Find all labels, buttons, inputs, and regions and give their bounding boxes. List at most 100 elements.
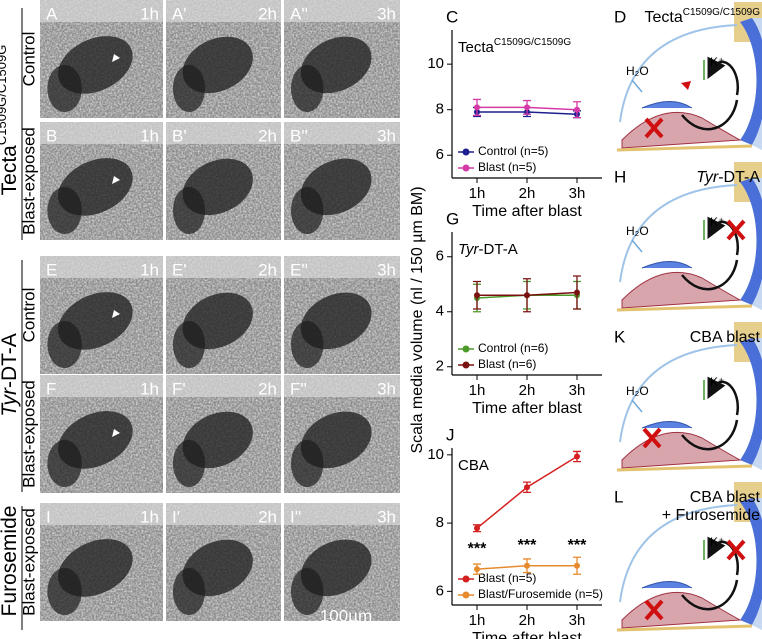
panel-top — [40, 122, 163, 144]
legend-marker — [462, 148, 470, 156]
water-label: H₂O — [626, 64, 649, 78]
panel-label: I' — [172, 507, 180, 526]
arrowhead — [112, 54, 120, 62]
panel-top — [166, 256, 281, 278]
organ-of-corti — [621, 111, 742, 149]
text-part: Tecta — [458, 39, 495, 56]
image-panel: B 1h — [40, 122, 163, 240]
basilar — [616, 304, 753, 312]
dark-region — [290, 439, 324, 488]
k-cycle — [681, 382, 740, 451]
panel-time: 1h — [140, 4, 159, 23]
legend-label: Control (n=5) — [478, 144, 548, 158]
panel-top — [166, 122, 281, 144]
panel-top — [284, 0, 400, 22]
image-panel: A' 2h — [166, 0, 281, 118]
red-arrowhead — [681, 81, 691, 90]
dark-region — [290, 567, 324, 616]
text-part: CBA — [458, 457, 489, 474]
panel-top — [40, 375, 163, 397]
image-panel: E 1h — [40, 256, 163, 374]
organ-of-corti — [621, 591, 742, 629]
text-part: Tyr — [0, 387, 21, 417]
image-panel: A 1h — [40, 0, 163, 118]
legend-marker — [462, 345, 470, 353]
significance: *** — [468, 540, 487, 557]
basilar — [616, 624, 753, 632]
panel-label: I — [46, 507, 51, 526]
image-panel: I' 2h — [166, 503, 281, 621]
y-tick-label: 6 — [436, 582, 444, 599]
diagram-letter: D — [614, 7, 626, 26]
text-part: CBA blast — [690, 489, 761, 506]
text-part: C1509G/C1509G — [683, 7, 760, 18]
diagram-title: Tyr-DT-A — [696, 169, 760, 186]
panel-label: B — [46, 126, 57, 145]
legend-marker — [462, 164, 470, 172]
organ-of-corti — [621, 431, 742, 469]
image-panel: F' 2h — [166, 375, 281, 493]
panel-time: 3h — [377, 126, 396, 145]
basilar — [616, 464, 753, 472]
panel-label: E'' — [290, 260, 308, 279]
image-panel: E'' 3h — [284, 256, 400, 374]
spiral-ligament — [752, 18, 762, 150]
x-tick-label: 3h — [569, 185, 586, 202]
row-label: Blast-exposed — [19, 508, 38, 616]
row-label: Control — [19, 32, 38, 87]
reissner-membrane — [619, 184, 738, 283]
spiral-ligament — [752, 178, 762, 310]
scale-label: 100µm — [320, 606, 372, 625]
water-arrow — [631, 79, 643, 93]
stria — [740, 178, 762, 305]
k-label: K⁺ — [710, 215, 724, 229]
tectorial — [641, 581, 693, 589]
panel-time: 3h — [377, 379, 396, 398]
image-panel: F'' 3h — [284, 375, 400, 493]
diagram-letter: K — [614, 327, 626, 346]
text-part: Tecta — [0, 145, 21, 196]
panel-time: 1h — [140, 507, 159, 526]
text-part: Tecta — [644, 9, 682, 26]
text-part: Furosemide — [0, 506, 21, 617]
panel-time: 2h — [258, 507, 277, 526]
water-arrow — [631, 239, 643, 253]
y-tick-label: 8 — [436, 101, 444, 118]
block-x — [726, 219, 746, 241]
panel-top — [284, 375, 400, 397]
image-panel: E' 2h — [166, 256, 281, 374]
dark-region — [47, 439, 82, 488]
dark-region — [290, 186, 324, 235]
panel-time: 1h — [140, 379, 159, 398]
data-point — [474, 525, 480, 532]
legend-marker — [462, 361, 470, 369]
data-point — [474, 566, 480, 573]
x-tick-label: 1h — [469, 612, 486, 629]
panel-top — [284, 122, 400, 144]
image-panel: F 1h — [40, 375, 163, 493]
image-panel: B'' 3h — [284, 122, 400, 240]
tectorial — [641, 101, 693, 109]
text-part: -DT-A — [479, 241, 518, 258]
legend-marker — [462, 575, 470, 583]
text-part: C1509G/C1509G — [0, 45, 9, 145]
reissner-membrane — [619, 24, 738, 123]
x-tick-label: 3h — [569, 612, 586, 629]
group-label: Tyr-DT-A — [0, 333, 21, 417]
cochlea-diagram: D TectaC1509G/C1509G H₂O K⁺ — [614, 2, 762, 152]
panel-top — [284, 256, 400, 278]
water-arrow — [631, 399, 643, 413]
dark-region — [290, 64, 324, 113]
y-tick-label: 10 — [427, 446, 444, 463]
x-tick-label: 2h — [519, 612, 536, 629]
spiral-ligament — [752, 498, 762, 630]
y-tick-label: 6 — [436, 146, 444, 163]
panel-label: F — [46, 379, 56, 398]
water-label: H₂O — [626, 224, 649, 238]
text-part: Tyr — [458, 241, 480, 258]
panel-time: 2h — [258, 126, 277, 145]
row-label: Blast-exposed — [19, 380, 38, 488]
panel-time: 3h — [377, 260, 396, 279]
stria — [740, 18, 762, 145]
